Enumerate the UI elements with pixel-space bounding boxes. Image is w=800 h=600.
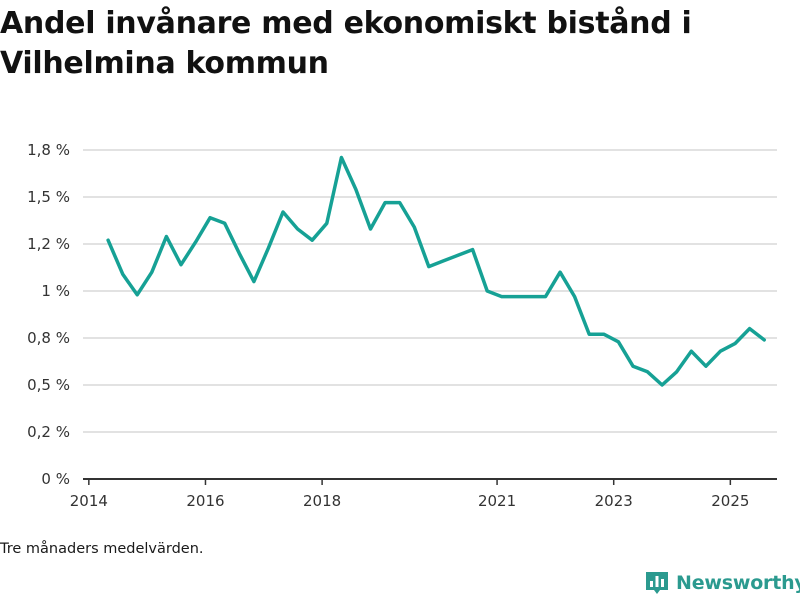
x-tick-label: 2016 xyxy=(186,492,224,510)
brand-logo: Newsworthy xyxy=(644,570,800,596)
line-chart: 0 % 0,2 % 0,5 % 0,8 % 1 % 1,2 % 1,5 % 1,8 % 2014… xyxy=(27,141,777,510)
y-tick-label: 0,5 % xyxy=(27,376,70,394)
x-tick-label: 2021 xyxy=(478,492,516,510)
chart-footnote: Tre månaders medelvärden. xyxy=(0,541,204,557)
chart-title: Andel invånare med ekonomiskt bistånd i … xyxy=(0,4,790,84)
series-layer xyxy=(106,155,766,387)
y-tick-label: 1,5 % xyxy=(27,188,70,206)
y-tick-label: 0,2 % xyxy=(27,423,70,441)
y-tick-label: 0 % xyxy=(41,470,70,488)
chart-title-line-1: Andel invånare med ekonomiskt bistånd i xyxy=(0,6,692,41)
x-tick-label: 2025 xyxy=(711,492,749,510)
y-tick-label: 1,8 % xyxy=(27,141,70,159)
chart-title-line-2: Vilhelmina kommun xyxy=(0,46,329,81)
brand-name: Newsworthy xyxy=(676,572,800,594)
series-line xyxy=(106,155,766,387)
bar-chart-logo-icon xyxy=(646,572,668,594)
grid-layer xyxy=(83,149,777,433)
y-tick-label: 0,8 % xyxy=(27,329,70,347)
y-tick-label: 1 % xyxy=(41,282,70,300)
y-tick-label: 1,2 % xyxy=(27,235,70,253)
axis-layer: 0 % 0,2 % 0,5 % 0,8 % 1 % 1,2 % 1,5 % 1,8 % 2014… xyxy=(27,141,777,510)
x-tick-label: 2018 xyxy=(303,492,341,510)
x-tick-label: 2014 xyxy=(70,492,108,510)
x-tick-label: 2023 xyxy=(595,492,633,510)
